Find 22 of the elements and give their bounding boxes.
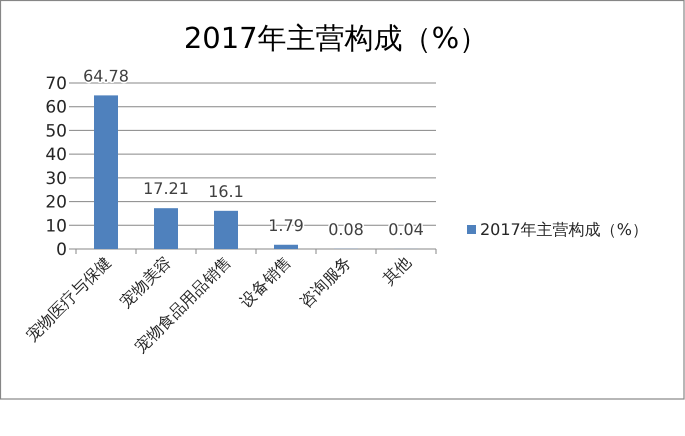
data-label: 17.21 (143, 179, 189, 198)
bar (274, 244, 298, 249)
bar (214, 210, 238, 249)
y-tick-label: 60 (45, 98, 67, 118)
chart-title: 2017年主营构成（%） (184, 21, 488, 55)
y-tick-label: 50 (45, 121, 67, 142)
y-tick-label: 30 (45, 168, 67, 189)
data-label: 16.1 (208, 182, 244, 201)
y-tick-label: 70 (45, 74, 67, 94)
y-tick-label: 40 (45, 145, 67, 166)
bar (94, 95, 118, 249)
x-tick-label: 其他 (378, 252, 415, 288)
data-label: 64.78 (83, 66, 129, 86)
y-tick-label: 10 (45, 216, 67, 236)
x-tick-label: 咨询服务 (296, 252, 355, 312)
legend-label: 2017年主营构成（%） (480, 220, 648, 239)
data-label: 0.04 (388, 220, 424, 239)
bar (154, 208, 178, 249)
data-label: 0.08 (328, 220, 364, 239)
x-tick-label: 设备销售 (236, 252, 295, 312)
y-tick-label: 20 (45, 192, 67, 213)
y-tick-label: 0 (56, 240, 67, 260)
